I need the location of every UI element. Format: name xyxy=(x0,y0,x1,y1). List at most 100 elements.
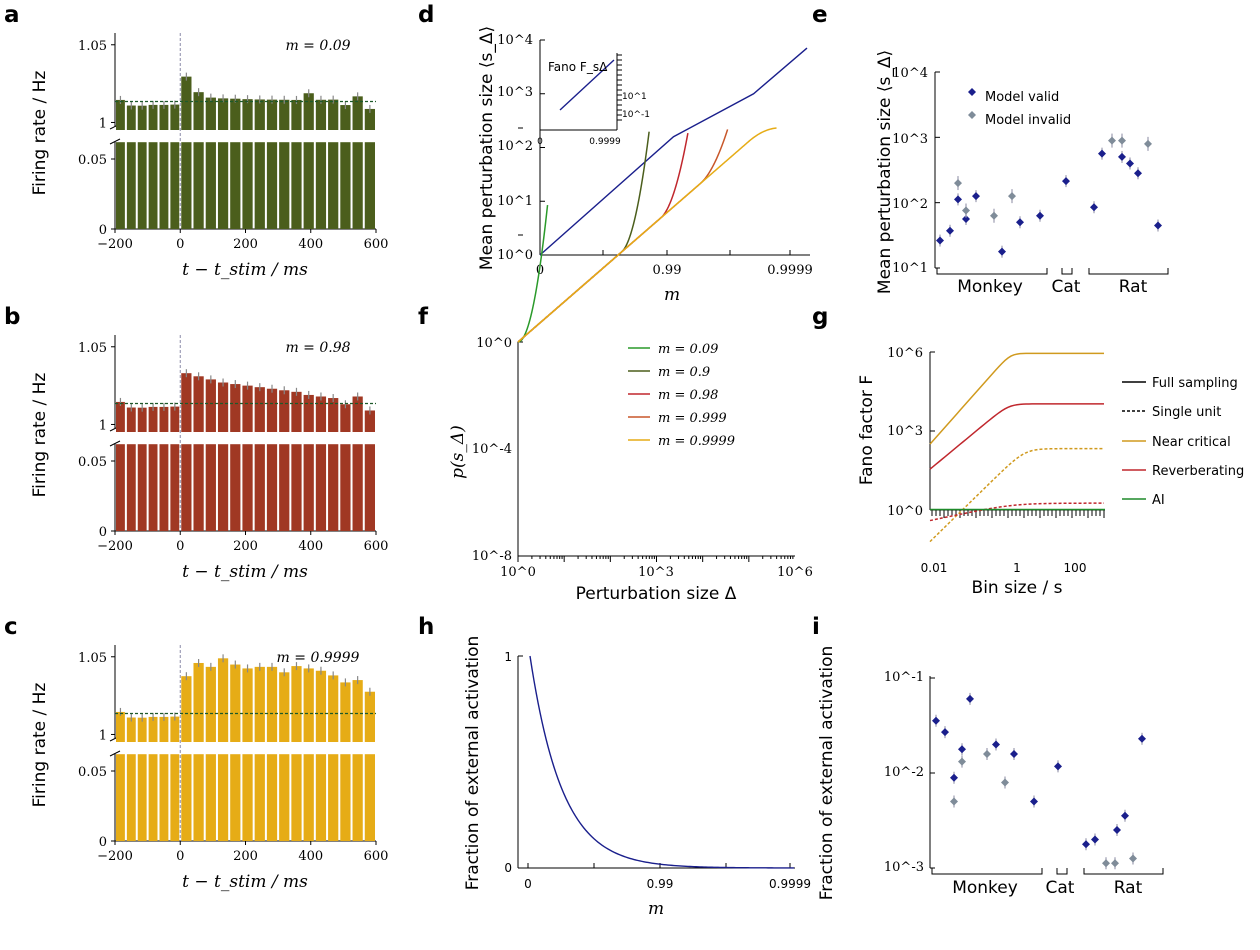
d-inset-line xyxy=(559,59,615,111)
firing-xtick: 400 xyxy=(298,237,323,252)
firing-xtick: 0 xyxy=(176,849,184,864)
i-point-valid xyxy=(1091,835,1099,844)
i-group-rat: Rat xyxy=(1114,878,1143,898)
e-point-valid xyxy=(1154,221,1162,230)
firing-bar-bottom xyxy=(340,754,351,841)
firing-bar-top xyxy=(170,716,180,742)
g-ytick-0: 10^0 xyxy=(887,504,923,519)
firing-bar-bottom xyxy=(352,444,363,531)
e-ytick-2: 10^3 xyxy=(892,132,928,147)
i-group-monkey: Monkey xyxy=(952,878,1018,898)
firing-bar-top xyxy=(116,401,125,432)
e-point-valid xyxy=(954,195,962,204)
e-ytick-3: 10^4 xyxy=(892,66,928,81)
firing-bar-top xyxy=(315,396,327,432)
g-legend-full: Full sampling xyxy=(1152,376,1238,391)
d-inset-ytick-0: 10^1 xyxy=(622,92,647,102)
firing-bar-top xyxy=(315,670,327,742)
firing-bar-top xyxy=(242,385,253,432)
e-ytick-1: 10^2 xyxy=(892,197,928,212)
firing-bar-bottom xyxy=(148,754,158,841)
firing-xtick: 400 xyxy=(298,849,323,864)
i-point-invalid xyxy=(950,797,958,806)
firing-bar-top xyxy=(159,716,169,742)
e-point-valid xyxy=(1090,203,1098,212)
panel-label-i: i xyxy=(812,614,820,640)
firing-bar-bottom xyxy=(340,444,351,531)
firing-bar-bottom xyxy=(328,142,339,229)
firing-ytick-bottom: 0 xyxy=(99,525,107,540)
h-xtick-1: 0.99 xyxy=(647,877,674,891)
firing-bar-bottom xyxy=(193,754,204,841)
firing-xtick: 400 xyxy=(298,539,323,554)
g-xtick-1: 1 xyxy=(1013,561,1021,575)
f-xtick-1: 10^3 xyxy=(638,565,674,580)
firing-bar-bottom xyxy=(242,444,253,531)
e-group-monkey: Monkey xyxy=(957,277,1023,297)
firing-bar-top xyxy=(340,682,351,742)
firing-bar-top xyxy=(242,668,253,742)
firing-bar-top xyxy=(126,407,136,432)
firing-bar-bottom xyxy=(254,444,265,531)
firing-bar-top xyxy=(217,658,229,742)
firing-ytick-top: 1 xyxy=(99,728,107,743)
firing-bar-top xyxy=(352,96,363,130)
firing-bar-top xyxy=(170,406,180,432)
firing-bar-top xyxy=(137,105,147,130)
g-legend-single: Single unit xyxy=(1152,405,1221,420)
e-point-valid xyxy=(1118,152,1126,161)
firing-ytick-bottom: 0 xyxy=(99,223,107,238)
g-series-line xyxy=(929,502,1105,522)
i-point-valid xyxy=(1054,762,1062,771)
f-legend-label: m = 0.09 xyxy=(658,342,718,357)
firing-ylabel: Firing rate / Hz xyxy=(30,683,50,808)
firing-bar-bottom xyxy=(279,754,290,841)
i-point-valid xyxy=(1010,750,1018,758)
f-xtick-0: 10^0 xyxy=(500,565,536,580)
firing-bar-bottom xyxy=(126,142,136,229)
panel-h: 1 0 0 0.99 0.9999 m Fraction of external… xyxy=(463,636,811,919)
firing-xtick: 200 xyxy=(233,237,258,252)
i-point-valid xyxy=(966,694,974,703)
e-group-cat: Cat xyxy=(1052,277,1081,297)
f-legend-label: m = 0.9 xyxy=(658,365,710,380)
firing-bar-top xyxy=(137,717,147,742)
firing-m-label: m = 0.09 xyxy=(285,38,350,54)
firing-xtick: 0 xyxy=(176,539,184,554)
i-ytick-1: 10^-2 xyxy=(884,765,924,780)
firing-bar-bottom xyxy=(242,754,253,841)
firing-bar-top xyxy=(266,99,278,130)
firing-bar-bottom xyxy=(328,754,339,841)
e-point-valid xyxy=(946,226,954,235)
firing-ytick-bottom: 0.05 xyxy=(78,455,107,470)
e-point-invalid xyxy=(1108,136,1116,145)
firing-xtick: −200 xyxy=(97,539,133,554)
d-inset-xtick-0: 0 xyxy=(537,137,543,147)
firing-bar-bottom xyxy=(116,142,125,229)
f-series-line xyxy=(517,129,729,343)
firing-bar-bottom xyxy=(205,754,216,841)
g-series-line xyxy=(929,352,1104,445)
d-ylabel: Mean perturbation size ⟨s_Δ⟩ xyxy=(477,26,497,270)
i-ylabel: Fraction of external activation xyxy=(817,646,837,901)
firing-bar-top xyxy=(181,76,192,130)
firing-bar-top xyxy=(116,99,125,130)
firing-bar-top xyxy=(279,99,290,130)
g-ytick-1: 10^3 xyxy=(887,424,923,439)
firing-bar-top xyxy=(279,390,290,432)
h-ytick-1: 1 xyxy=(504,650,512,664)
firing-bar-top xyxy=(254,666,265,742)
d-inset-label: Fano F_sΔ xyxy=(548,60,608,74)
i-ytick-0: 10^-3 xyxy=(884,860,924,875)
e-point-valid xyxy=(1098,149,1106,158)
e-ytick-0: 10^1 xyxy=(892,261,928,276)
f-ylabel: p(s_Δ) xyxy=(448,425,468,479)
f-ytick-1: 10^-4 xyxy=(472,442,512,457)
h-series-line xyxy=(529,655,795,869)
firing-bar-bottom xyxy=(159,142,169,229)
firing-bar-bottom xyxy=(137,142,147,229)
g-series-line xyxy=(929,403,1104,470)
firing-bar-top xyxy=(181,676,192,742)
firing-ytick-bottom: 0.05 xyxy=(78,153,107,168)
